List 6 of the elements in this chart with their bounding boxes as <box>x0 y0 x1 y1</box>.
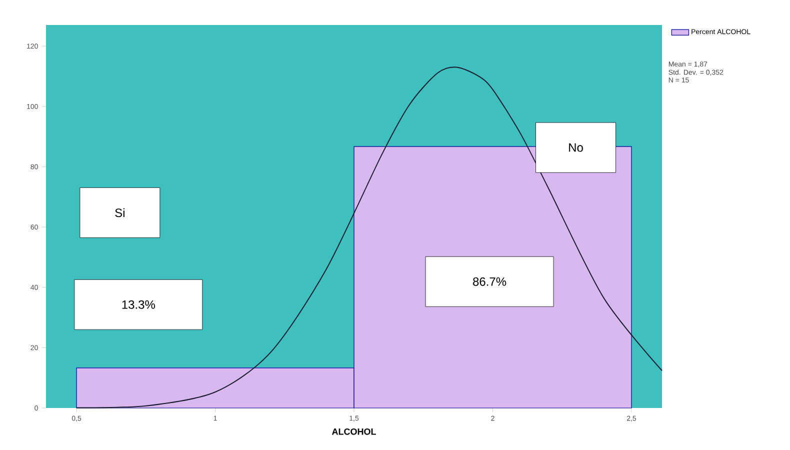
annotation: No <box>569 143 583 152</box>
x-axis-title: ALCOHOL <box>332 428 376 435</box>
annotation: 86.7% <box>473 277 506 286</box>
annotation: Si <box>115 208 124 218</box>
annotation: 13.3% <box>122 300 155 309</box>
line-series <box>76 66 663 408</box>
